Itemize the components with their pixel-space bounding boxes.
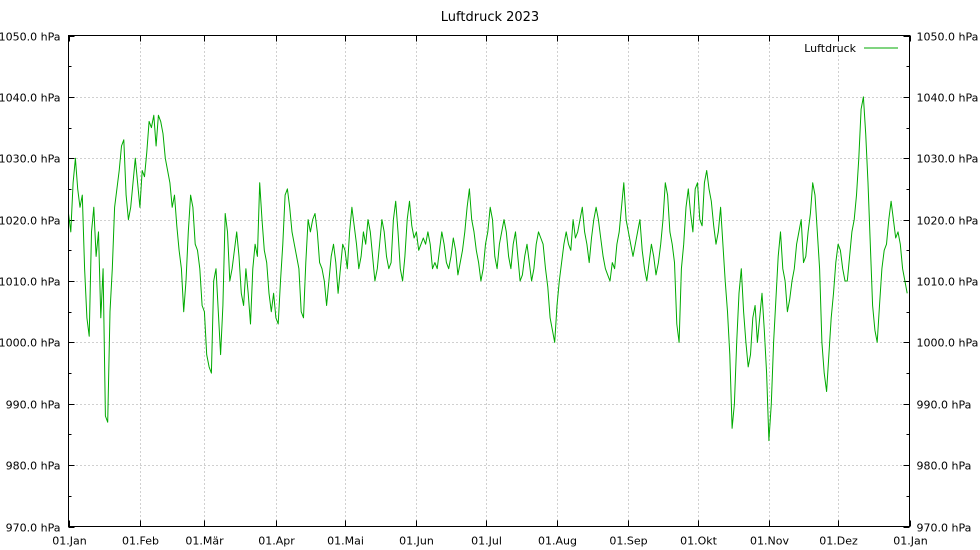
chart-title: Luftdruck 2023 [441,10,539,25]
y-tick-label-right: 1020.0 hPa [917,215,979,228]
x-tick-label: 01.Jul [471,535,502,548]
x-tick-label: 01.Jun [399,535,434,548]
y-tick-label-left: 1040.0 hPa [0,92,61,105]
legend: Luftdruck [804,42,898,55]
x-tick-label: 01.Jan [52,535,86,548]
y-tick-label-right: 970.0 hPa [917,522,972,535]
x-tick-label: 01.Jan [893,535,927,548]
x-tick-label: 01.Dez [819,535,858,548]
x-tick-label: 01.Nov [750,535,789,548]
axis-labels: 1050.0 hPa 1050.0 hPa 1040.0 hPa 1040.0 hPa… [0,31,978,548]
y-tick-label-left: 1030.0 hPa [0,153,61,166]
x-tick-label: 01.Sep [609,535,647,548]
plot-frame [68,35,910,527]
x-tick-label: 01.Okt [680,535,718,548]
x-tick-label: 01.Mär [185,535,224,548]
y-tick-label-left: 990.0 hPa [6,399,61,412]
y-tick-label-right: 1050.0 hPa [917,31,979,44]
series-layer [68,96,908,442]
y-tick-label-left: 1020.0 hPa [0,215,61,228]
y-tick-label-right: 990.0 hPa [917,399,972,412]
x-tick-label: 01.Apr [258,535,295,548]
y-tick-label-right: 980.0 hPa [917,460,972,473]
y-tick-label-right: 1040.0 hPa [917,92,979,105]
x-tick-label: 01.Aug [538,535,577,548]
x-tick-label: 01.Mai [327,535,364,548]
y-tick-label-left: 1050.0 hPa [0,31,61,44]
x-tick-label: 01.Feb [122,535,159,548]
y-tick-label-right: 1000.0 hPa [917,337,979,350]
y-tick-label-left: 1000.0 hPa [0,337,61,350]
y-tick-label-right: 1010.0 hPa [917,276,979,289]
legend-label-luftdruck: Luftdruck [804,42,856,55]
y-tick-label-left: 970.0 hPa [6,522,61,535]
y-tick-label-left: 980.0 hPa [6,460,61,473]
y-tick-label-left: 1010.0 hPa [0,276,61,289]
series-line-luftdruck [68,96,908,442]
y-tick-label-right: 1030.0 hPa [917,153,979,166]
